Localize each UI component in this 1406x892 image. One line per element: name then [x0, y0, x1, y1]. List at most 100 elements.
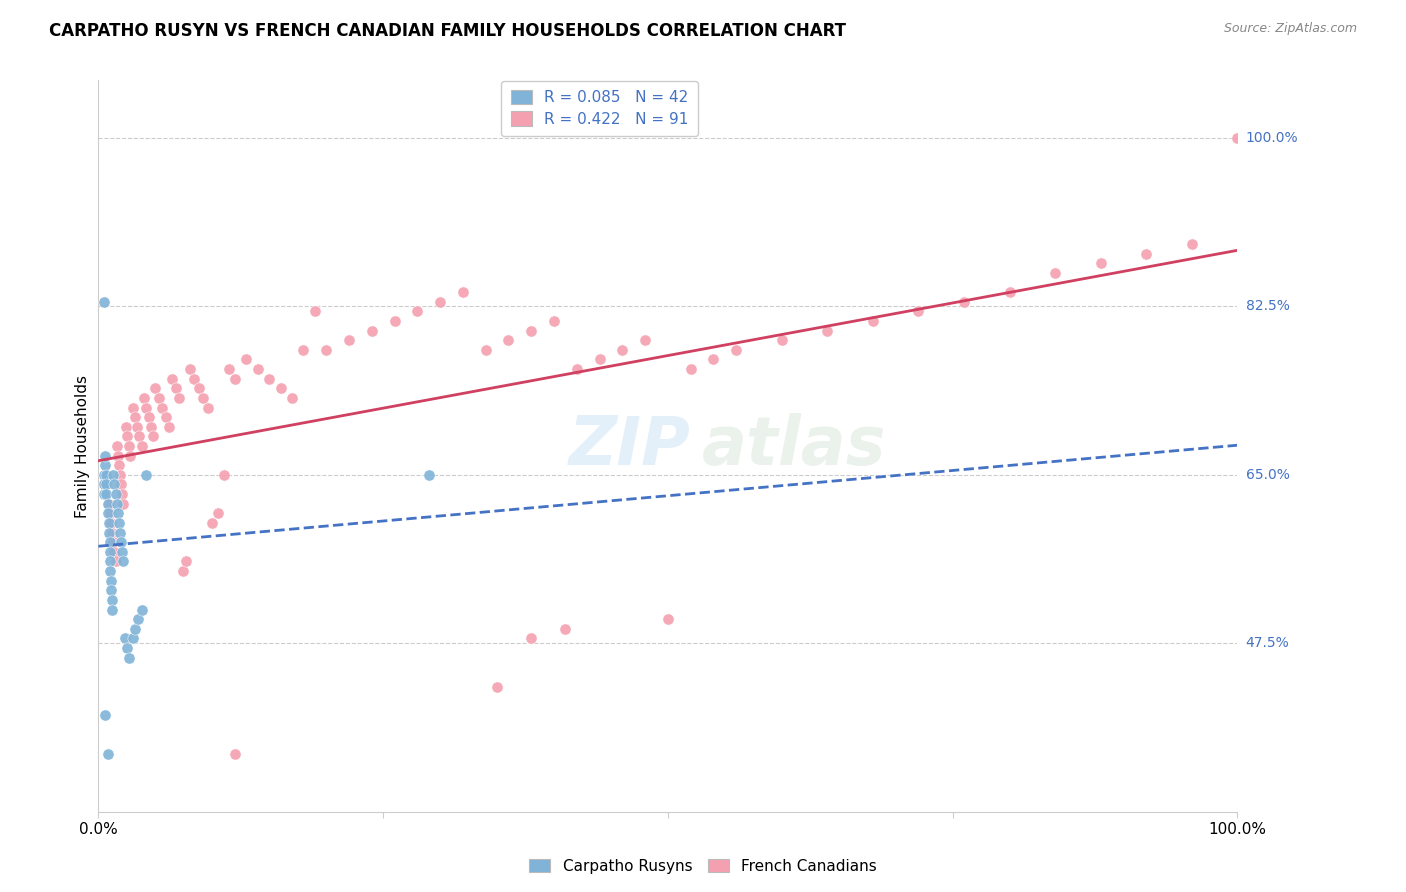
Y-axis label: Family Households: Family Households [75, 375, 90, 517]
Point [114, 632, 136, 646]
Point [124, 622, 146, 636]
Text: 65.0%: 65.0% [1246, 468, 1289, 482]
Point [235, 352, 257, 367]
Point [418, 467, 440, 482]
Point [429, 294, 451, 309]
Point [907, 304, 929, 318]
Point [110, 535, 132, 549]
Point [128, 429, 150, 443]
Point [101, 593, 124, 607]
Point [337, 333, 360, 347]
Point [108, 516, 131, 530]
Text: ZIP: ZIP [569, 413, 690, 479]
Point [118, 650, 141, 665]
Point [474, 343, 496, 357]
Point [281, 391, 304, 405]
Point [315, 343, 337, 357]
Point [94, 458, 117, 473]
Point [107, 507, 129, 521]
Point [183, 371, 205, 385]
Legend: Carpatho Rusyns, French Canadians: Carpatho Rusyns, French Canadians [523, 853, 883, 880]
Text: CARPATHO RUSYN VS FRENCH CANADIAN FAMILY HOUSEHOLDS CORRELATION CHART: CARPATHO RUSYN VS FRENCH CANADIAN FAMILY… [49, 22, 846, 40]
Point [96, 477, 118, 491]
Point [107, 449, 129, 463]
Point [953, 294, 976, 309]
Point [96, 467, 118, 482]
Point [124, 410, 146, 425]
Point [246, 362, 269, 376]
Point [103, 545, 125, 559]
Point [486, 680, 509, 694]
Point [862, 314, 884, 328]
Point [172, 564, 194, 578]
Point [111, 545, 134, 559]
Point [132, 391, 155, 405]
Text: atlas: atlas [702, 413, 886, 479]
Point [98, 507, 121, 521]
Point [97, 497, 120, 511]
Point [218, 362, 240, 376]
Legend: R = 0.085   N = 42, R = 0.422   N = 91: R = 0.085 N = 42, R = 0.422 N = 91 [502, 80, 697, 136]
Point [104, 487, 127, 501]
Point [127, 419, 149, 434]
Point [94, 708, 117, 723]
Point [145, 381, 167, 395]
Point [111, 487, 134, 501]
Point [121, 632, 143, 646]
Point [105, 439, 128, 453]
Point [207, 507, 229, 521]
Point [157, 419, 180, 434]
Point [193, 391, 215, 405]
Point [104, 554, 127, 568]
Point [103, 535, 125, 549]
Point [96, 487, 118, 501]
Point [115, 641, 138, 656]
Point [105, 497, 128, 511]
Point [131, 439, 153, 453]
Point [110, 477, 132, 491]
Point [725, 343, 748, 357]
Point [93, 477, 115, 491]
Point [100, 574, 122, 588]
Point [259, 371, 281, 385]
Point [451, 285, 474, 299]
Point [131, 602, 153, 616]
Point [108, 458, 131, 473]
Point [93, 467, 115, 482]
Point [127, 612, 149, 626]
Point [520, 324, 543, 338]
Point [98, 554, 121, 568]
Point [1135, 246, 1157, 260]
Point [121, 401, 143, 415]
Point [224, 371, 246, 385]
Point [197, 401, 219, 415]
Point [770, 333, 793, 347]
Point [150, 401, 173, 415]
Point [112, 497, 135, 511]
Point [96, 747, 118, 761]
Point [498, 333, 520, 347]
Point [1090, 256, 1112, 270]
Point [148, 391, 170, 405]
Point [224, 747, 246, 761]
Point [520, 632, 543, 646]
Point [169, 391, 191, 405]
Point [155, 410, 177, 425]
Point [634, 333, 657, 347]
Point [162, 371, 184, 385]
Point [101, 525, 124, 540]
Point [96, 497, 118, 511]
Point [304, 304, 326, 318]
Point [97, 516, 120, 530]
Point [212, 467, 235, 482]
Point [179, 362, 201, 376]
Point [98, 545, 121, 559]
Point [135, 467, 157, 482]
Point [1226, 131, 1249, 145]
Point [201, 516, 224, 530]
Point [679, 362, 702, 376]
Point [96, 467, 118, 482]
Point [120, 449, 142, 463]
Text: 100.0%: 100.0% [1246, 131, 1298, 145]
Point [270, 381, 292, 395]
